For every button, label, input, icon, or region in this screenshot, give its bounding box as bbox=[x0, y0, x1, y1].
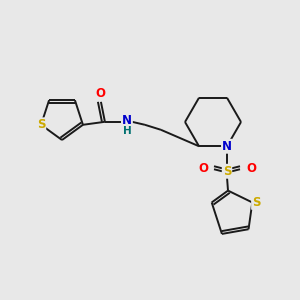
Text: O: O bbox=[198, 162, 208, 175]
Text: S: S bbox=[37, 118, 45, 131]
Text: H: H bbox=[122, 126, 131, 136]
Text: S: S bbox=[223, 165, 231, 178]
Text: O: O bbox=[246, 162, 256, 175]
Text: O: O bbox=[95, 87, 105, 100]
Text: S: S bbox=[252, 196, 261, 209]
Text: N: N bbox=[122, 114, 132, 127]
Text: N: N bbox=[222, 140, 232, 153]
